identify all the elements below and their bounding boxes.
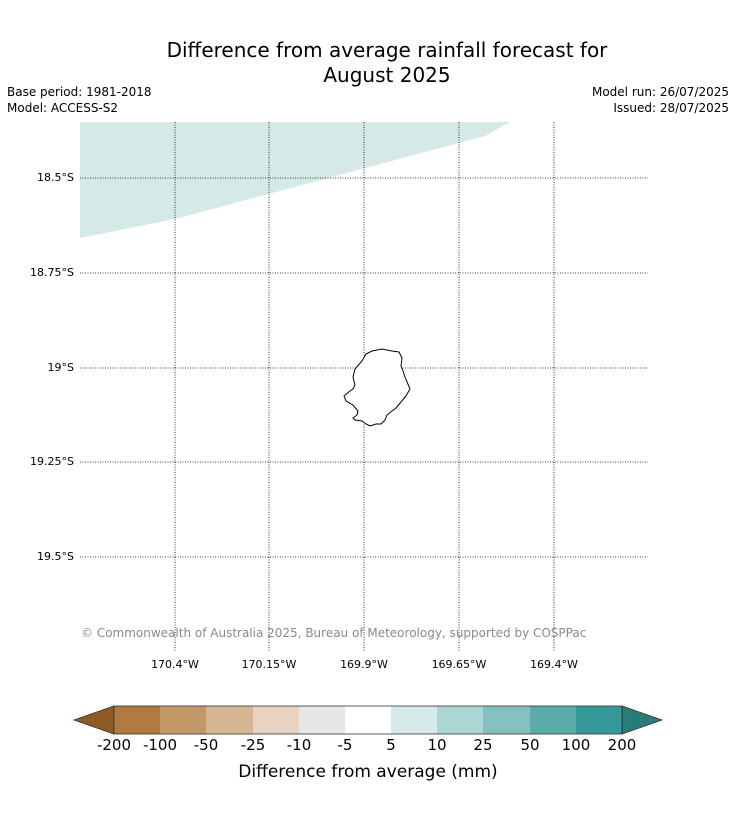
colorbar-tick-label: -100 — [142, 736, 178, 754]
colorbar-cell — [206, 706, 253, 734]
lat-label: 18.75°S — [30, 266, 74, 279]
lat-label: 19.5°S — [37, 550, 74, 563]
colorbar-cell — [576, 706, 622, 734]
colorbar-cell — [530, 706, 576, 734]
shaded-region — [80, 122, 510, 238]
model-name: Model: ACCESS-S2 — [7, 101, 119, 115]
lon-label: 169.9°W — [340, 658, 388, 671]
lon-label: 170.15°W — [241, 658, 297, 671]
colorbar-tick-label: -5 — [337, 736, 353, 754]
colorbar-tick-label: -25 — [240, 736, 266, 754]
colorbar-tick-label: -200 — [96, 736, 132, 754]
colorbar-title: Difference from average (mm) — [238, 762, 498, 782]
colorbar-cell — [437, 706, 483, 734]
copyright-notice: © Commonwealth of Australia 2025, Bureau… — [81, 626, 587, 640]
colorbar-cell — [299, 706, 345, 734]
lat-label: 18.5°S — [37, 171, 74, 184]
lon-label: 169.65°W — [431, 658, 487, 671]
base-period: Base period: 1981-2018 — [7, 85, 152, 99]
colorbar-cell — [345, 706, 391, 734]
colorbar-cells — [72, 705, 664, 735]
colorbar-tick-label: 50 — [520, 736, 540, 754]
model-run: Model run: 26/07/2025 — [591, 85, 729, 99]
colorbar-frame — [113, 705, 623, 735]
colorbar-tick-label: 200 — [607, 736, 637, 754]
lat-label: 19°S — [47, 361, 74, 374]
meta-left: Base period: 1981-2018 Model: ACCESS-S2 — [7, 84, 152, 116]
meta-right: Model run: 26/07/2025 Issued: 28/07/2025 — [592, 84, 729, 116]
colorbar-tick-label: 5 — [386, 736, 396, 754]
colorbar-cell — [253, 706, 299, 734]
colorbar-cell — [483, 706, 530, 734]
island-coastline — [343, 348, 411, 427]
lon-label: 169.4°W — [530, 658, 578, 671]
map-title: Difference from average rainfall forecas… — [0, 38, 736, 88]
colorbar-tick-label: 10 — [427, 736, 447, 754]
colorbar-tick-label: 25 — [473, 736, 493, 754]
colorbar-cell — [114, 706, 160, 734]
colorbar-cell — [160, 706, 206, 734]
colorbar-tick-label: -10 — [286, 736, 312, 754]
colorbar-extend-high — [621, 705, 664, 735]
issued-date: Issued: 28/07/2025 — [613, 101, 729, 115]
colorbar-cell — [391, 706, 437, 734]
colorbar-tick-label: -50 — [193, 736, 219, 754]
colorbar-extend-low — [72, 705, 115, 735]
title-line-2: August 2025 — [323, 63, 451, 87]
title-line-1: Difference from average rainfall forecas… — [166, 38, 608, 62]
lat-label: 19.25°S — [30, 455, 74, 468]
colorbar-tick-label: 100 — [561, 736, 591, 754]
lon-label: 170.4°W — [151, 658, 199, 671]
